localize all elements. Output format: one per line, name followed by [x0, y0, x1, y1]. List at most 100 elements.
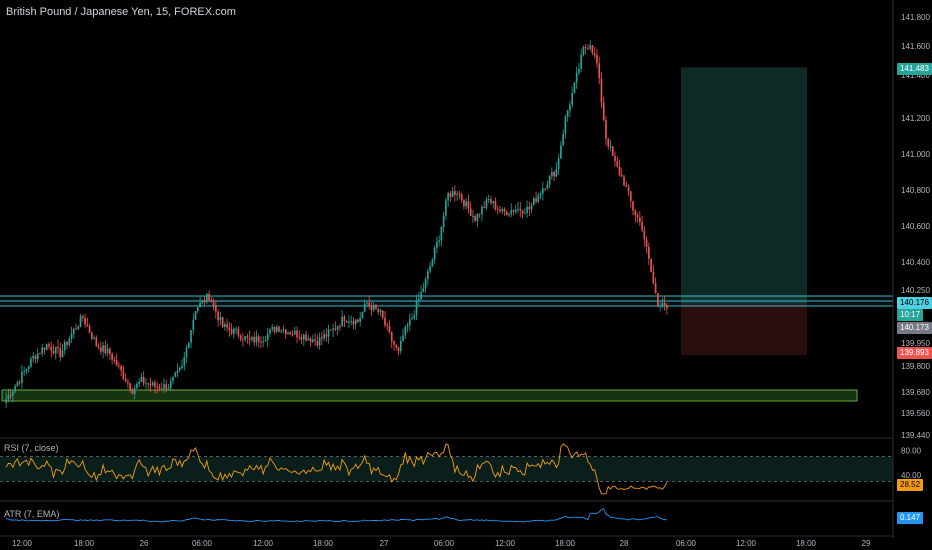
x-tick-label: 18:00 [313, 539, 334, 548]
candle-body [557, 158, 560, 169]
candle-body [174, 373, 177, 378]
support-zone [1, 389, 858, 402]
candle-body [212, 302, 215, 306]
candle-body [208, 293, 210, 301]
candle-body [494, 201, 497, 210]
candle-body [196, 307, 199, 312]
candle-body [187, 342, 190, 348]
candle-body [375, 304, 377, 309]
candle-body [573, 82, 576, 93]
candle-body [158, 386, 161, 389]
candle-body [463, 199, 465, 207]
candle-body [7, 395, 10, 400]
candle-body [93, 337, 95, 339]
candle-body [43, 347, 46, 350]
candle-body [237, 328, 240, 336]
candle-body [627, 186, 630, 192]
candle-body [417, 298, 420, 302]
candle-body [325, 334, 328, 337]
candle-body [291, 334, 294, 336]
candle-body [160, 388, 163, 390]
candle-body [648, 246, 650, 259]
candle-body [490, 199, 492, 204]
candle-body [451, 191, 454, 197]
candle-body [41, 347, 44, 354]
candle-body [70, 333, 73, 339]
candle-body [636, 215, 639, 218]
candle-body [296, 330, 298, 338]
candle-body [354, 319, 357, 325]
candle-body [221, 317, 224, 328]
candle-body [194, 311, 197, 320]
candle-body [264, 340, 267, 342]
candle-body [483, 206, 486, 208]
candle-body [280, 330, 283, 332]
candle-body [548, 176, 551, 185]
candle-body [142, 376, 145, 384]
atr-value-tag: 0.147 [897, 512, 924, 524]
candle-body [287, 332, 289, 335]
candle-body [390, 332, 393, 341]
candle-body [9, 395, 12, 397]
candle-body [269, 329, 271, 334]
y-tick-label: 139.440 [901, 431, 930, 440]
candle-body [97, 346, 100, 348]
candle-body [192, 319, 195, 331]
entry-zone-fill [0, 296, 893, 306]
candle-body [657, 293, 659, 306]
atr-pane-label: ATR (7, EMA) [4, 509, 60, 519]
candle-body [50, 346, 53, 351]
candle-body [442, 215, 445, 227]
candle-body [127, 381, 129, 384]
candle-body [129, 383, 131, 391]
candle-body [201, 300, 204, 303]
candle-body [54, 346, 57, 354]
y-tick-label: 141.800 [901, 13, 930, 22]
candle-body [305, 334, 307, 341]
candle-body [318, 337, 321, 346]
candle-body [564, 116, 567, 134]
candle-body [278, 326, 280, 332]
candle-body [433, 247, 436, 260]
candle-body [228, 327, 231, 330]
candle-body [431, 259, 434, 267]
candle-body [30, 358, 32, 367]
x-tick-label: 18:00 [74, 539, 95, 548]
candle-body [68, 338, 71, 345]
candle-body [248, 337, 251, 340]
candle-body [167, 388, 170, 390]
candle-body [88, 326, 91, 333]
y-tick-label: 140.250 [901, 286, 930, 295]
candle-body [620, 174, 623, 177]
candle-body [560, 145, 562, 159]
candle-body [456, 193, 458, 195]
candle-body [571, 92, 573, 105]
candle-body [393, 340, 395, 345]
candle-body [316, 340, 319, 346]
candle-body [449, 193, 452, 197]
y-tick-label: 139.680 [901, 388, 930, 397]
candle-body [72, 328, 75, 334]
zones-layer [0, 67, 893, 402]
candle-body [584, 47, 587, 49]
x-tick-label: 12:00 [736, 539, 757, 548]
candle-body [332, 328, 334, 331]
candle-body [472, 215, 474, 217]
candle-body [361, 311, 364, 318]
candle-body [63, 341, 66, 351]
x-tick-label: 12:00 [253, 539, 274, 548]
candle-body [57, 346, 59, 349]
stop-price-tag: 139.893 [897, 347, 932, 359]
x-tick-label: 26 [140, 539, 149, 548]
x-tick-label: 29 [862, 539, 871, 548]
candle-body [372, 304, 375, 311]
candle-body [185, 347, 188, 358]
candle-body [420, 292, 422, 299]
candle-body [14, 386, 16, 392]
candle-body [429, 266, 431, 272]
candle-body [589, 45, 592, 49]
candle-body [323, 334, 325, 339]
candle-body [650, 258, 652, 273]
candle-body [138, 381, 141, 384]
